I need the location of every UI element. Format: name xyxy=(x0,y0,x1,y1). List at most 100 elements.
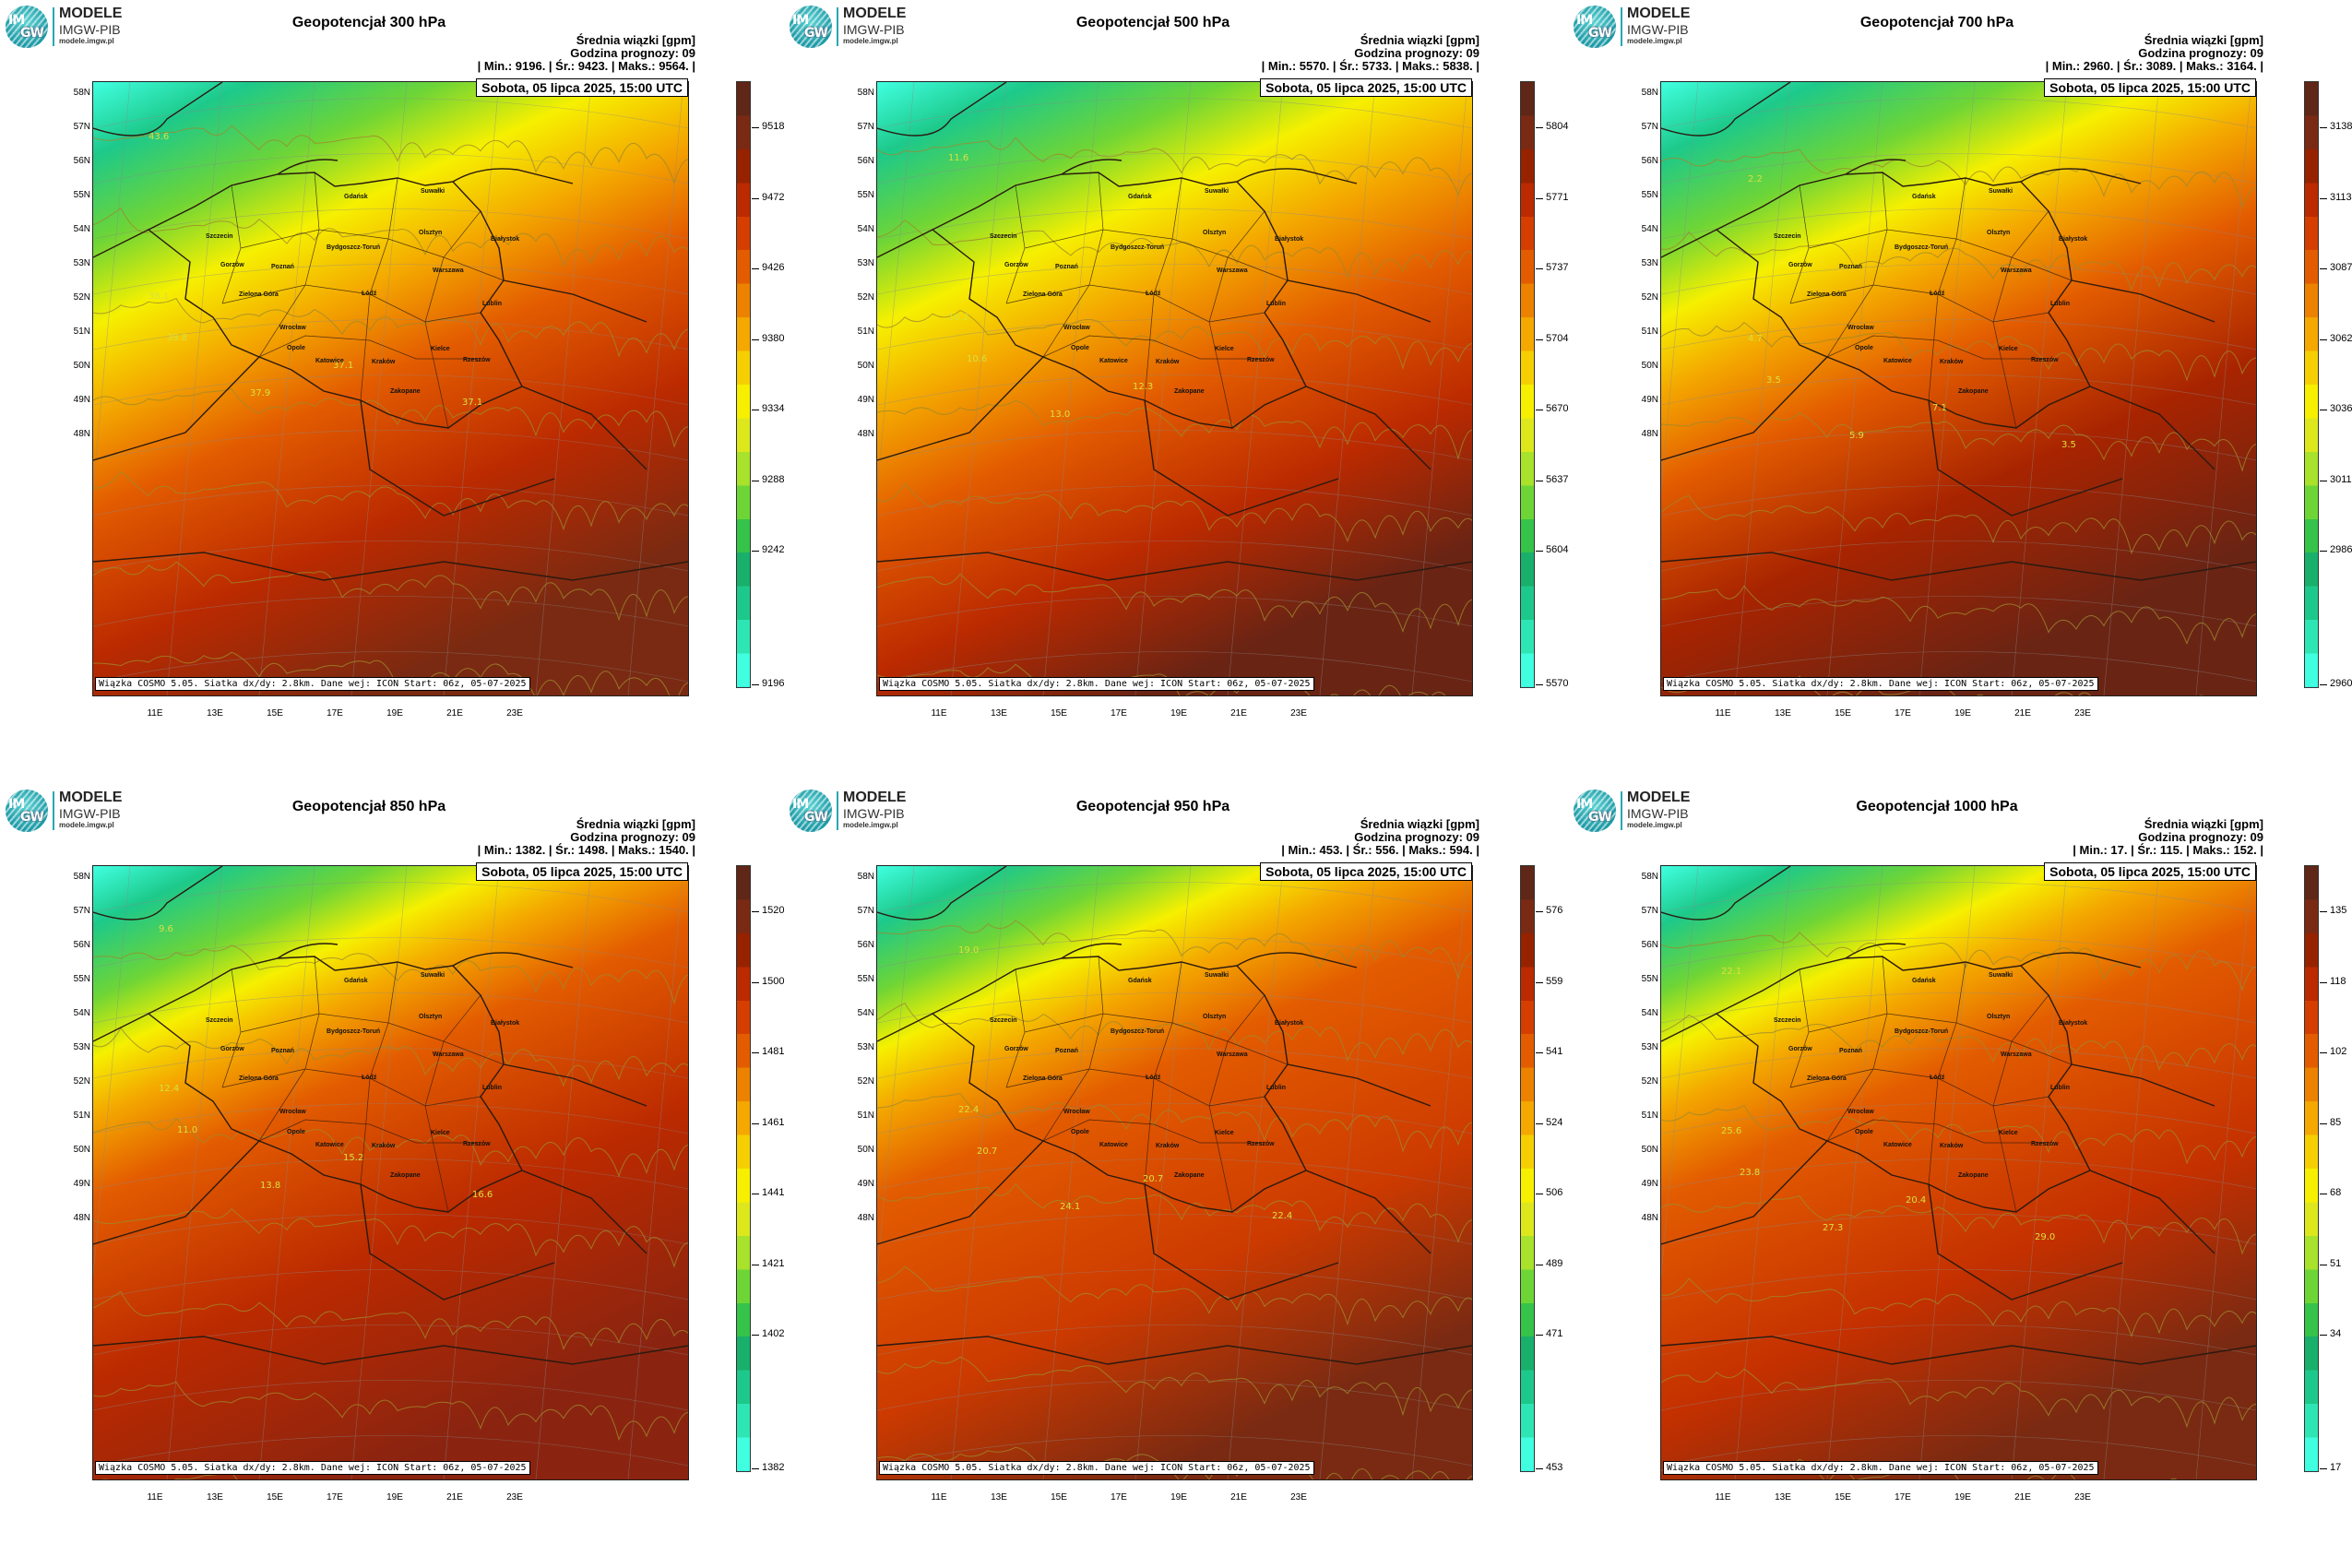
contour-lines xyxy=(93,944,688,1479)
city-label: Suwałki xyxy=(421,972,445,979)
colorbar-tick xyxy=(2320,127,2327,128)
contour-value-label: 15.2 xyxy=(343,1153,363,1163)
forecast-hour-label: Godzina prognozy: 09 xyxy=(1354,830,1479,844)
latitude-label: 54N xyxy=(1641,1008,1658,1018)
colorbar-label: 5670 xyxy=(1546,403,1569,414)
model-info-footer: Wiązka COSMO 5.05. Siatka dx/dy: 2.8km. … xyxy=(879,677,1314,691)
forecast-hour-label: Godzina prognozy: 09 xyxy=(1354,46,1479,60)
city-label: Suwałki xyxy=(1989,972,2013,979)
colorbar-label: 3011 xyxy=(2330,473,2352,485)
colorbar-tick xyxy=(752,1052,759,1053)
colorbar xyxy=(736,81,751,688)
logo-divider xyxy=(837,7,838,46)
city-label: Olsztyn xyxy=(1203,1014,1227,1020)
city-label: Kraków xyxy=(1156,1143,1180,1149)
logo-gw-text: GW xyxy=(20,810,44,825)
longitude-label: 13E xyxy=(1775,1492,1791,1503)
longitude-label: 11E xyxy=(147,708,163,719)
colorbar-label: 9472 xyxy=(762,191,785,203)
country-borders xyxy=(93,82,688,581)
imgw-emblem-icon xyxy=(1574,6,1616,48)
colorbar-tick xyxy=(752,1123,759,1124)
stats-line: | Min.: 9196. | Śr.: 9423. | Maks.: 9564… xyxy=(477,59,695,73)
contour-labels: 19.0 20.7 22.4 24.1 20.7 22.4 xyxy=(958,945,1292,1221)
city-label: Zakopane xyxy=(390,388,421,395)
colorbar-tick xyxy=(1536,911,1543,912)
city-label: Bydgoszcz-Toruń xyxy=(1895,1028,1949,1035)
colorbar-label: 17 xyxy=(2330,1462,2342,1473)
colorbar-label: 2960 xyxy=(2330,678,2352,689)
latitude-label: 56N xyxy=(857,940,874,950)
longitude-label: 19E xyxy=(1170,1492,1187,1503)
colorbar-label: 1500 xyxy=(762,975,785,987)
city-label: Zakopane xyxy=(1958,388,1989,395)
colorbar-tick xyxy=(2320,1335,2327,1336)
brand-url: modele.imgw.pl xyxy=(1627,37,1682,45)
longitude-label: 23E xyxy=(1290,1492,1307,1503)
colorbar-label: 9518 xyxy=(762,121,785,132)
imgw-emblem-icon xyxy=(790,6,832,48)
city-label: Olsztyn xyxy=(1203,230,1227,236)
city-label: Katowice xyxy=(1099,358,1128,364)
longitude-label: 19E xyxy=(1954,1492,1971,1503)
longitude-label: 17E xyxy=(1111,708,1127,719)
logo-im-text: IM xyxy=(8,13,25,28)
longitude-label: 13E xyxy=(1775,708,1791,719)
latitude-label: 53N xyxy=(1641,1042,1658,1052)
city-label: Rzeszów xyxy=(1247,357,1275,363)
city-label: Lublin xyxy=(1266,301,1286,307)
city-label: Wrocław xyxy=(1063,325,1090,331)
contour-value-label: 22.1 xyxy=(1721,967,1741,977)
model-info-footer: Wiązka COSMO 5.05. Siatka dx/dy: 2.8km. … xyxy=(95,677,530,691)
city-label: Suwałki xyxy=(1205,188,1229,195)
logo-gw-text: GW xyxy=(20,26,44,41)
latitude-label: 51N xyxy=(73,1111,90,1121)
colorbar-label: 1481 xyxy=(762,1046,785,1057)
forecast-hour-label: Godzina prognozy: 09 xyxy=(2138,830,2263,844)
city-label: Warszawa xyxy=(1217,267,1248,274)
latitude-label: 53N xyxy=(73,258,90,268)
model-info-footer: Wiązka COSMO 5.05. Siatka dx/dy: 2.8km. … xyxy=(1663,1461,2098,1475)
contour-value-label: 20.4 xyxy=(1906,1195,1926,1206)
latitude-label: 51N xyxy=(73,327,90,337)
colorbar-label: 1520 xyxy=(762,905,785,916)
map-area: 2.2 3.5 4.7 5.9 7.1 3.5 Gdańsk Suwałki Olsztyn Sz… xyxy=(1660,81,2257,696)
latitude-label: 55N xyxy=(73,190,90,200)
city-label: Białystok xyxy=(2059,1020,2088,1027)
graticule xyxy=(1661,82,2256,695)
contour-value-label: 13.8 xyxy=(260,1181,280,1191)
colorbar-tick xyxy=(2320,684,2327,685)
logo-gw-text: GW xyxy=(804,810,828,825)
colorbar-label: 1421 xyxy=(762,1257,785,1269)
latitude-label: 53N xyxy=(857,258,874,268)
imgw-logo: IM GW MODELE IMGW-PIB modele.imgw.pl xyxy=(1574,6,1730,52)
latitude-label: 53N xyxy=(73,1042,90,1052)
contour-lines xyxy=(877,920,1472,1479)
latitude-label: 49N xyxy=(857,1179,874,1189)
longitude-label: 21E xyxy=(1230,708,1247,719)
city-label: Gorzów xyxy=(220,262,244,268)
city-label: Rzeszów xyxy=(2031,357,2059,363)
longitude-label: 19E xyxy=(386,708,403,719)
contour-value-label: 37.1 xyxy=(462,398,482,408)
map-panel: IM GW MODELE IMGW-PIB modele.imgw.pl Geopoten… xyxy=(0,0,784,784)
map-panel: IM GW MODELE IMGW-PIB modele.imgw.pl Geopoten… xyxy=(0,784,784,1568)
imgw-logo: IM GW MODELE IMGW-PIB modele.imgw.pl xyxy=(1574,790,1730,836)
latitude-label: 52N xyxy=(857,292,874,303)
colorbar xyxy=(736,865,751,1472)
city-label: Kielce xyxy=(1999,346,2018,352)
latitude-label: 51N xyxy=(1641,1111,1658,1121)
city-label: Kraków xyxy=(372,359,396,365)
latitude-label: 49N xyxy=(1641,1179,1658,1189)
colorbar-label: 9288 xyxy=(762,473,785,485)
contour-value-label: 29.0 xyxy=(2035,1232,2055,1242)
voivodeship-borders xyxy=(1789,172,2073,429)
voivodeship-borders xyxy=(1005,956,1289,1213)
colorbar-tick xyxy=(1536,551,1543,552)
city-label: Lublin xyxy=(482,1085,502,1091)
city-label: Szczecin xyxy=(990,1017,1017,1024)
colorbar-label: 3087 xyxy=(2330,262,2352,273)
forecast-hour-label: Godzina prognozy: 09 xyxy=(570,830,695,844)
geopotential-field: 43.6 39.8 38.1 37.9 37.1 37.1 xyxy=(93,82,688,695)
city-label: Poznań xyxy=(271,264,294,270)
